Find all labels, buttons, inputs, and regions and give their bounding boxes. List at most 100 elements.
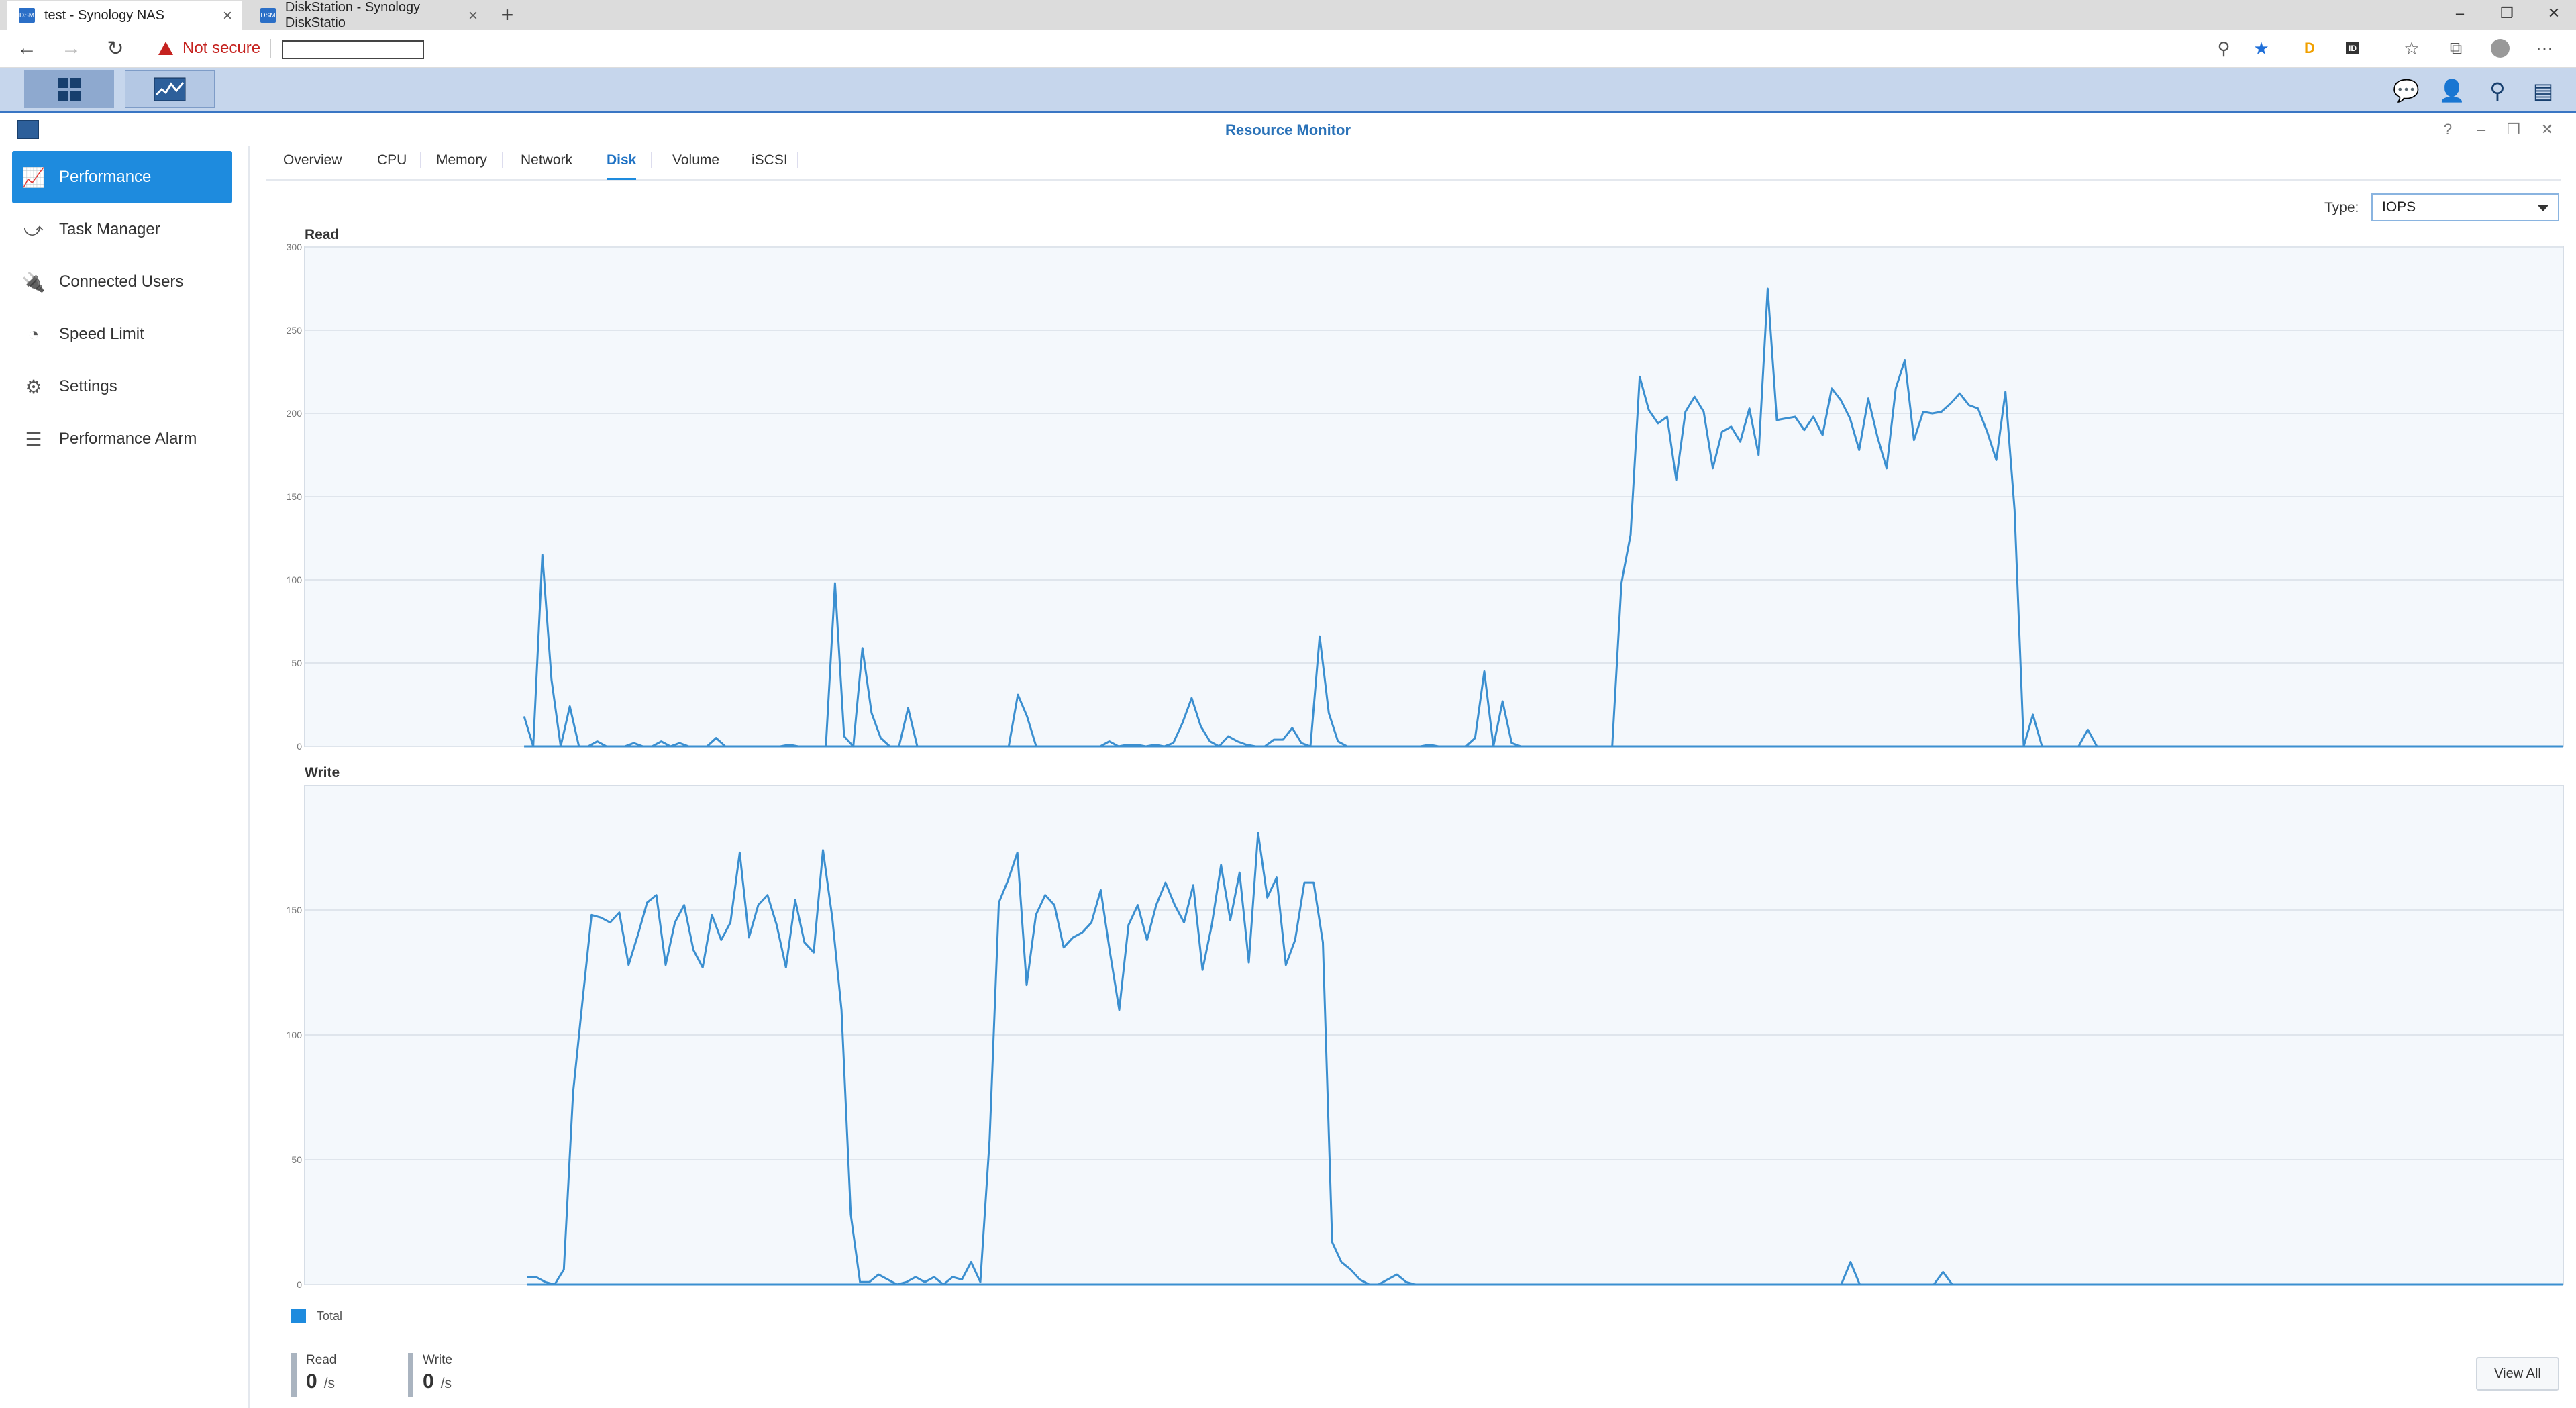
- close-tab-icon[interactable]: ×: [468, 7, 478, 26]
- favorite-star-icon[interactable]: ★: [2251, 38, 2272, 59]
- write-chart-title: Write: [305, 765, 340, 781]
- read-stat-label: Read: [306, 1353, 336, 1368]
- tab-network[interactable]: Network: [521, 152, 572, 178]
- write-stat-value: 0: [423, 1370, 434, 1393]
- browser-tab-title: test - Synology NAS: [44, 8, 164, 23]
- close-icon[interactable]: ✕: [2538, 120, 2557, 139]
- grid-menu-icon: [58, 78, 81, 101]
- legend-swatch: [291, 1309, 306, 1323]
- plug-icon: 🔌: [20, 268, 47, 295]
- forward-arrow-icon[interactable]: →: [58, 35, 85, 62]
- tab-separator: [797, 152, 798, 168]
- favorites-list-icon[interactable]: ☆: [2401, 38, 2422, 59]
- gear-icon: ⚙: [20, 373, 47, 400]
- read-stat-unit: /s: [324, 1376, 335, 1391]
- dsm-favicon-icon: DSM: [19, 8, 35, 23]
- task-manager-icon: ⤻: [20, 216, 47, 243]
- tab-separator: [502, 152, 503, 168]
- tab-volume[interactable]: Volume: [672, 152, 719, 178]
- widgets-icon[interactable]: ▤: [2528, 76, 2558, 105]
- not-secure-indicator[interactable]: Not secure: [158, 39, 260, 58]
- dsm-taskbar: 💬 👤 ⚲ ▤: [0, 68, 2576, 113]
- tab-memory[interactable]: Memory: [436, 152, 487, 178]
- write-chart: 0 50 100 150: [268, 780, 2563, 1297]
- write-chart-y-tick-label: 50: [291, 1154, 302, 1165]
- sidebar-item-label: Task Manager: [59, 220, 160, 239]
- sidebar-item-label: Settings: [59, 377, 117, 396]
- tab-separator: [651, 152, 652, 168]
- browser-tab-bar: DSM test - Synology NAS × DSM DiskStatio…: [0, 0, 2576, 30]
- resource-tabs: Overview CPU Memory Network Disk Volume …: [266, 146, 2561, 181]
- dsm-favicon-icon: DSM: [260, 8, 276, 23]
- write-chart-y-tick-label: 0: [297, 1279, 302, 1290]
- sidebar-item-task-manager[interactable]: ⤻ Task Manager: [12, 203, 232, 256]
- read-stat-value: 0: [306, 1370, 317, 1393]
- read-chart-title: Read: [305, 227, 339, 243]
- address-separator: [270, 39, 271, 58]
- read-chart-y-tick-label: 0: [297, 741, 302, 752]
- write-stat-label: Write: [423, 1353, 452, 1368]
- tab-cpu[interactable]: CPU: [377, 152, 407, 178]
- legend-label: Total: [317, 1309, 342, 1323]
- warning-icon: [158, 42, 173, 55]
- main-menu-button[interactable]: [24, 70, 114, 108]
- user-icon[interactable]: 👤: [2437, 76, 2467, 105]
- sidebar-item-label: Performance: [59, 168, 151, 187]
- window-title-bar: Resource Monitor ? – ❐ ✕: [0, 113, 2576, 146]
- type-select-value: IOPS: [2382, 199, 2416, 215]
- window-title: Resource Monitor: [0, 121, 2576, 139]
- view-all-button[interactable]: View All: [2476, 1357, 2559, 1391]
- extension-d-icon[interactable]: D: [2299, 38, 2320, 59]
- browser-tab-title: DiskStation - Synology DiskStatio: [285, 0, 475, 31]
- read-chart-y-tick-label: 100: [287, 574, 303, 585]
- sidebar-item-settings[interactable]: ⚙ Settings: [12, 360, 232, 413]
- chat-icon[interactable]: 💬: [2391, 76, 2421, 105]
- not-secure-label: Not secure: [183, 39, 260, 58]
- url-input[interactable]: [282, 40, 424, 59]
- sidebar-item-label: Connected Users: [59, 272, 183, 291]
- sidebar-item-label: Performance Alarm: [59, 430, 197, 448]
- profile-avatar-icon[interactable]: [2489, 38, 2511, 59]
- sidebar-item-performance-alarm[interactable]: ☰ Performance Alarm: [12, 413, 232, 465]
- read-chart-y-tick-label: 250: [287, 325, 303, 336]
- reload-icon[interactable]: ↻: [102, 35, 129, 62]
- browser-tab-diskstation[interactable]: DSM DiskStation - Synology DiskStatio ×: [248, 1, 487, 30]
- key-icon[interactable]: ⚲: [2213, 38, 2234, 59]
- restore-window-icon[interactable]: ❐: [2487, 0, 2527, 27]
- close-tab-icon[interactable]: ×: [223, 7, 232, 26]
- maximize-icon[interactable]: ❐: [2504, 120, 2523, 139]
- write-stat-unit: /s: [441, 1376, 452, 1391]
- close-window-icon[interactable]: ✕: [2534, 0, 2574, 27]
- list-icon: ☰: [20, 425, 47, 452]
- sidebar-item-speed-limit[interactable]: ◔ Speed Limit: [12, 308, 232, 360]
- read-chart: 0 50 100 150 200 250 300: [268, 242, 2563, 758]
- help-icon[interactable]: ?: [2438, 120, 2457, 139]
- type-select[interactable]: IOPS: [2371, 193, 2559, 221]
- address-bar: ← → ↻ Not secure ⚲ ★ D ID ☆ ⧉ ⋯: [0, 30, 2576, 68]
- sidebar-item-performance[interactable]: 📈 Performance: [12, 151, 232, 203]
- sidebar-item-connected-users[interactable]: 🔌 Connected Users: [12, 256, 232, 308]
- performance-icon: 📈: [20, 164, 47, 191]
- read-chart-y-tick-label: 300: [287, 242, 303, 252]
- more-menu-icon[interactable]: ⋯: [2534, 38, 2555, 59]
- type-label: Type:: [2324, 200, 2359, 216]
- resource-monitor-icon: [154, 77, 186, 101]
- new-tab-button[interactable]: +: [494, 0, 521, 30]
- resource-monitor-taskbar-button[interactable]: [125, 70, 215, 108]
- extension-id-icon[interactable]: ID: [2342, 38, 2363, 59]
- minimize-window-icon[interactable]: –: [2440, 0, 2480, 27]
- write-chart-y-tick-label: 100: [287, 1029, 303, 1040]
- browser-tab-test[interactable]: DSM test - Synology NAS ×: [7, 1, 242, 30]
- tab-overview[interactable]: Overview: [283, 152, 342, 178]
- read-chart-y-tick-label: 150: [287, 491, 303, 502]
- tab-iscsi[interactable]: iSCSI: [752, 152, 788, 178]
- collections-icon[interactable]: ⧉: [2445, 38, 2467, 59]
- search-icon[interactable]: ⚲: [2483, 76, 2512, 105]
- write-stat: Write 0/s: [408, 1353, 452, 1397]
- tab-separator: [420, 152, 421, 168]
- tab-disk[interactable]: Disk: [607, 152, 636, 180]
- sidebar-item-label: Speed Limit: [59, 325, 144, 344]
- write-chart-y-tick-label: 150: [287, 905, 303, 915]
- back-arrow-icon[interactable]: ←: [13, 35, 40, 62]
- minimize-icon[interactable]: –: [2472, 120, 2491, 139]
